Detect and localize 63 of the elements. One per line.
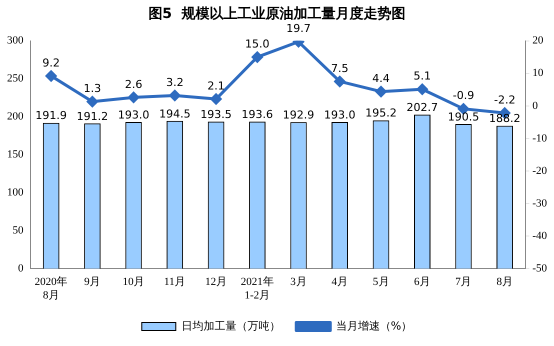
point <box>210 94 222 105</box>
y2-tick-label: 20 <box>532 34 544 47</box>
data-label: 1.3 <box>84 82 102 96</box>
x-tick-label: 7月 <box>455 276 472 288</box>
data-label: 193.5 <box>200 108 232 122</box>
data-label: 7.5 <box>331 62 349 75</box>
x-tick-label: 12月 <box>205 276 228 288</box>
data-label: 3.2 <box>166 76 184 89</box>
data-label: 202.7 <box>406 101 438 114</box>
y2-tick-label: -10 <box>532 132 548 144</box>
y-tick-label: 150 <box>7 148 24 161</box>
y-tick-label: 0 <box>18 262 24 274</box>
data-label: 15.0 <box>245 37 270 50</box>
data-label: 190.5 <box>448 110 480 124</box>
y-tick-label: 50 <box>12 224 24 237</box>
x-tick-label: 3月 <box>290 276 307 288</box>
x-tick-label: 6月 <box>414 276 430 288</box>
data-label: 194.5 <box>159 107 191 120</box>
chart-title: 图5 规模以上工业原油加工量月度走势图 <box>148 5 406 22</box>
data-label: 193.0 <box>118 108 150 122</box>
y-tick-label: 100 <box>7 186 24 199</box>
data-label: 191.2 <box>76 110 108 123</box>
point <box>334 76 346 87</box>
data-label: -2.2 <box>494 93 516 106</box>
data-label: 195.2 <box>365 106 397 120</box>
x-tick-label: 2021年 1-2月 <box>240 276 274 302</box>
data-label: 193.0 <box>324 108 356 122</box>
point <box>86 96 98 108</box>
data-label: 4.4 <box>372 72 390 85</box>
x-tick-label: 5月 <box>372 276 390 288</box>
y2-tick-label: -40 <box>532 230 548 242</box>
data-label: 188.2 <box>488 112 520 126</box>
x-tick-label: 11月 <box>164 276 186 288</box>
x-tick-label: 9月 <box>84 276 101 288</box>
legend-label: 当月增速（%） <box>336 319 412 332</box>
data-label: 193.6 <box>242 108 274 121</box>
data-label: 19.7 <box>286 22 311 36</box>
y-tick-label: 250 <box>7 72 24 85</box>
point <box>128 92 140 103</box>
data-label: 191.9 <box>35 109 67 122</box>
data-label: 192.9 <box>282 108 314 122</box>
x-tick-label: 10月 <box>122 276 145 288</box>
point <box>252 52 263 63</box>
x-tick-label: 4月 <box>332 276 348 288</box>
y2-tick-label: -20 <box>532 164 548 177</box>
data-label: 2.6 <box>124 78 142 91</box>
y-tick-label: 300 <box>7 34 24 47</box>
y2-tick-label: -30 <box>532 197 548 210</box>
data-label: 5.1 <box>413 70 431 83</box>
point <box>416 84 428 95</box>
x-tick-label: 2020年 8月 <box>34 276 68 302</box>
point <box>46 70 57 82</box>
y2-tick-label: 0 <box>532 100 538 112</box>
y2-tick-label: 10 <box>532 67 544 80</box>
y-tick-label: 200 <box>7 110 24 123</box>
data-label: 2.1 <box>207 79 225 92</box>
point <box>376 86 387 98</box>
point <box>169 90 180 101</box>
x-tick-label: 8月 <box>496 276 513 288</box>
data-label: 9.2 <box>42 56 60 70</box>
y2-tick-label: -50 <box>532 262 548 274</box>
legend-label: 日均加工量（万吨） <box>181 319 280 332</box>
data-label: -0.9 <box>452 89 474 102</box>
